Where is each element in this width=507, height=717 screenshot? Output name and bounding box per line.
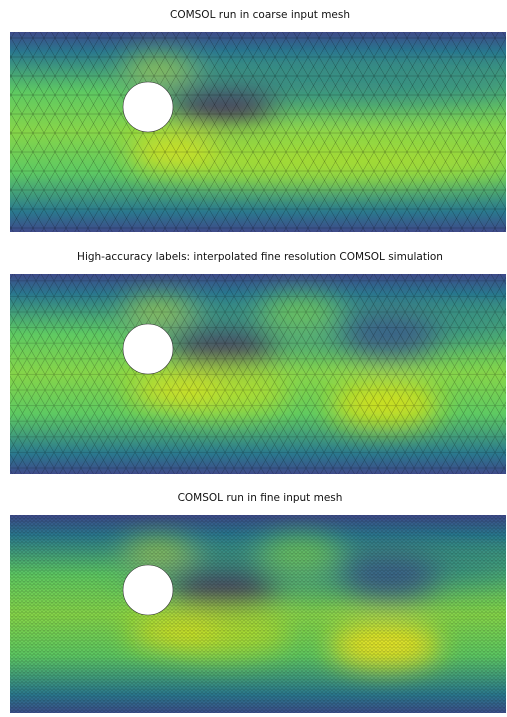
cylinder (123, 82, 173, 132)
mesh (10, 515, 506, 713)
panel-title: COMSOL run in fine input mesh (178, 492, 343, 504)
panel-title: COMSOL run in coarse input mesh (170, 9, 350, 21)
field-panel (10, 274, 507, 474)
mesh (10, 274, 506, 474)
field-panel (10, 32, 507, 232)
figure: COMSOL run in coarse input mesh High-accu… (0, 0, 507, 713)
cylinder (123, 565, 173, 615)
mesh (10, 32, 506, 232)
panel-title: High-accuracy labels: interpolated fine … (77, 251, 443, 263)
field-panel (10, 515, 507, 713)
cylinder (123, 324, 173, 374)
